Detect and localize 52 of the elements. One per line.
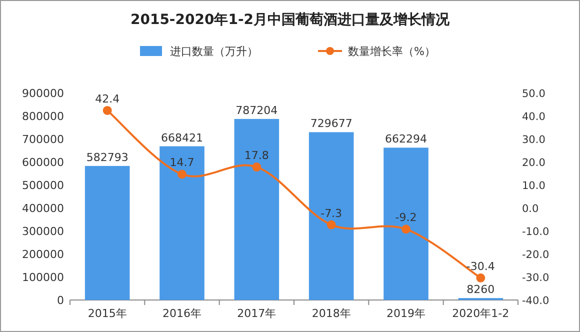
y2-tick-label: 10.0: [522, 180, 546, 192]
bar: [84, 166, 130, 300]
y2-tick-label: 0.0: [522, 203, 539, 215]
y-tick-label: 900000: [22, 87, 64, 100]
y-tick-label: 500000: [22, 179, 64, 192]
bar: [384, 148, 428, 300]
y-tick-label: 600000: [22, 156, 64, 169]
point: [476, 273, 486, 282]
y-tick-label: 0: [57, 294, 64, 307]
y-tick-label: 400000: [22, 202, 64, 215]
data-label: 787204: [236, 104, 278, 117]
data-label: -30.4: [466, 260, 495, 273]
y-tick-label: 700000: [22, 133, 64, 146]
y-tick-label: 100000: [22, 271, 64, 284]
data-label: 729677: [310, 117, 352, 130]
y-tick-label: 300000: [22, 225, 64, 238]
x-tick-label: 2020年1-2: [452, 307, 510, 320]
x-tick-label: 2018年: [312, 307, 351, 320]
y2-tick-label: -30.0: [522, 272, 550, 284]
bar: [234, 118, 280, 300]
y2-tick-label: -20.0: [522, 249, 550, 261]
x-tick-label: 2016年: [162, 307, 202, 320]
data-label: 662294: [385, 132, 427, 146]
point: [178, 170, 186, 179]
y2-tick-label: 30.0: [522, 134, 546, 146]
bar: [160, 146, 204, 300]
point: [326, 220, 336, 230]
y2-tick-label: 20.0: [522, 157, 546, 169]
y2-tick-label: 50.0: [522, 88, 546, 100]
data-label: -9.2: [395, 211, 417, 224]
data-label: 42.4: [95, 92, 120, 106]
y2-tick-label: -40.0: [522, 295, 550, 307]
point: [402, 224, 410, 234]
data-label: 17.8: [244, 149, 269, 162]
chart-title: 2015-2020年1-2月中国葡萄酒进口量及增长情况: [130, 12, 451, 28]
legend-label: 数量增长率（%）: [348, 45, 436, 58]
x-tick-label: 2019年: [386, 307, 426, 320]
data-label: -7.3: [320, 206, 342, 220]
point: [102, 106, 112, 115]
x-tick-label: 2015年: [88, 307, 127, 320]
data-label: 14.7: [170, 156, 194, 170]
data-label: 8260: [466, 283, 495, 296]
bar: [308, 132, 354, 300]
legend-label: 进口数量（万升）: [170, 45, 258, 58]
y2-tick-label: -10.0: [522, 226, 550, 238]
y-tick-label: 800000: [22, 110, 64, 123]
data-label: 668421: [161, 131, 203, 144]
data-label: 582793: [86, 150, 128, 164]
y2-tick-label: 40.0: [522, 111, 546, 123]
x-tick-label: 2017年: [237, 307, 276, 320]
y-tick-label: 200000: [22, 248, 64, 261]
point: [252, 162, 262, 172]
